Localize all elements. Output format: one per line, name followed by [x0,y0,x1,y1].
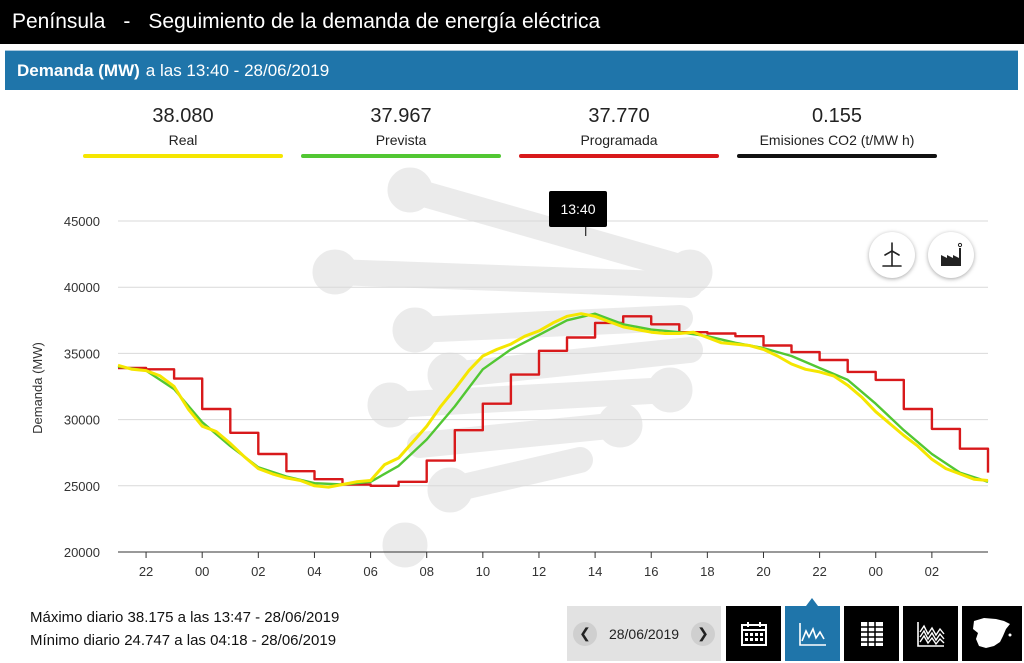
stat-programada: 37.770 Programada [519,103,719,158]
stat-value: 38.080 [152,105,214,127]
prev-day-button[interactable]: ❮ [573,621,597,646]
stat-color-bar [301,154,501,158]
factory-filter-button[interactable] [928,232,974,278]
factory-icon [941,242,963,266]
x-tick-label: 02 [251,564,265,579]
x-tick-label: 04 [307,564,321,579]
x-tick-label: 02 [925,564,939,579]
calendar-button[interactable] [726,606,781,661]
series-real [117,312,989,489]
y-tick-label: 20000 [64,545,100,560]
x-tick-label: 14 [588,564,602,579]
demand-time: a las 13:40 - 28/06/2019 [145,60,330,80]
demand-chart[interactable]: 20000 25000 30000 35000 40000 45000 22 00 02 04 06… [0,160,1024,590]
table-button[interactable] [844,606,899,661]
demand-subheader: Demanda (MW) a las 13:40 - 28/06/2019 [5,50,1018,90]
stat-color-bar [519,154,719,158]
y-tick-label: 45000 [64,214,100,229]
y-tick-label: 40000 [64,280,100,295]
stat-real: 38.080 Real [83,103,283,158]
x-tick-label: 10 [476,564,490,579]
x-tick-label: 22 [139,564,153,579]
spain-map-icon [973,617,1012,648]
wind-turbine-icon [882,242,902,267]
x-tick-label: 00 [195,564,209,579]
stat-value: 37.770 [588,105,650,127]
stat-prevista: 37.967 Prevista [301,103,501,158]
x-tick-label: 06 [363,564,377,579]
wind-filter-button[interactable] [869,232,915,278]
region-name: Península [12,10,106,33]
spain-map-button[interactable] [962,606,1022,661]
watermark-logo [312,167,713,568]
stat-label: Emisiones CO2 (t/MW h) [759,132,915,148]
stat-label: Real [168,132,198,148]
time-tooltip: 13:40 [549,191,607,227]
line-chart-icon [798,622,826,646]
x-tick-label: 12 [532,564,546,579]
y-tick-label: 35000 [64,346,100,361]
table-icon [860,621,883,646]
line-chart-button[interactable] [785,606,840,661]
current-date: 28/06/2019 [608,625,680,642]
y-axis-label: Demanda (MW) [30,342,45,434]
stat-color-bar [83,154,283,158]
next-day-button[interactable]: ❯ [690,621,715,646]
chevron-right-icon: ❯ [697,625,709,641]
stat-value: 37.967 [370,105,432,127]
stat-label: Programada [580,132,658,148]
stat-emisiones: 0.155 Emisiones CO2 (t/MW h) [737,103,937,158]
area-chart-icon [916,621,945,647]
demand-label: Demanda (MW) [17,60,140,80]
stat-value: 0.155 [811,105,863,127]
stat-label: Prevista [375,132,427,148]
title-separator: - [123,10,131,33]
x-tick-label: 16 [644,564,658,579]
daily-min: Mínimo diario 24.747 a las 04:18 - 28/06… [30,632,337,649]
series-programada [118,315,990,487]
title-bar: Península - Seguimiento de la demanda de… [0,0,1024,44]
date-navigator: ❮ 28/06/2019 ❯ [567,606,721,661]
stat-color-bar [737,154,937,158]
y-tick-label: 30000 [64,413,100,428]
x-tick-label: 00 [869,564,883,579]
active-indicator [806,598,818,606]
area-chart-button[interactable] [903,606,958,661]
y-tick-label: 25000 [64,479,100,494]
x-tick-label: 18 [700,564,714,579]
calendar-icon [740,621,767,646]
page-title: Seguimiento de la demanda de energía elé… [148,10,601,33]
daily-max: Máximo diario 38.175 a las 13:47 - 28/06… [30,609,340,626]
x-tick-label: 08 [419,564,433,579]
x-tick-label: 22 [812,564,826,579]
chevron-left-icon: ❮ [579,625,591,641]
x-tick-label: 20 [756,564,770,579]
